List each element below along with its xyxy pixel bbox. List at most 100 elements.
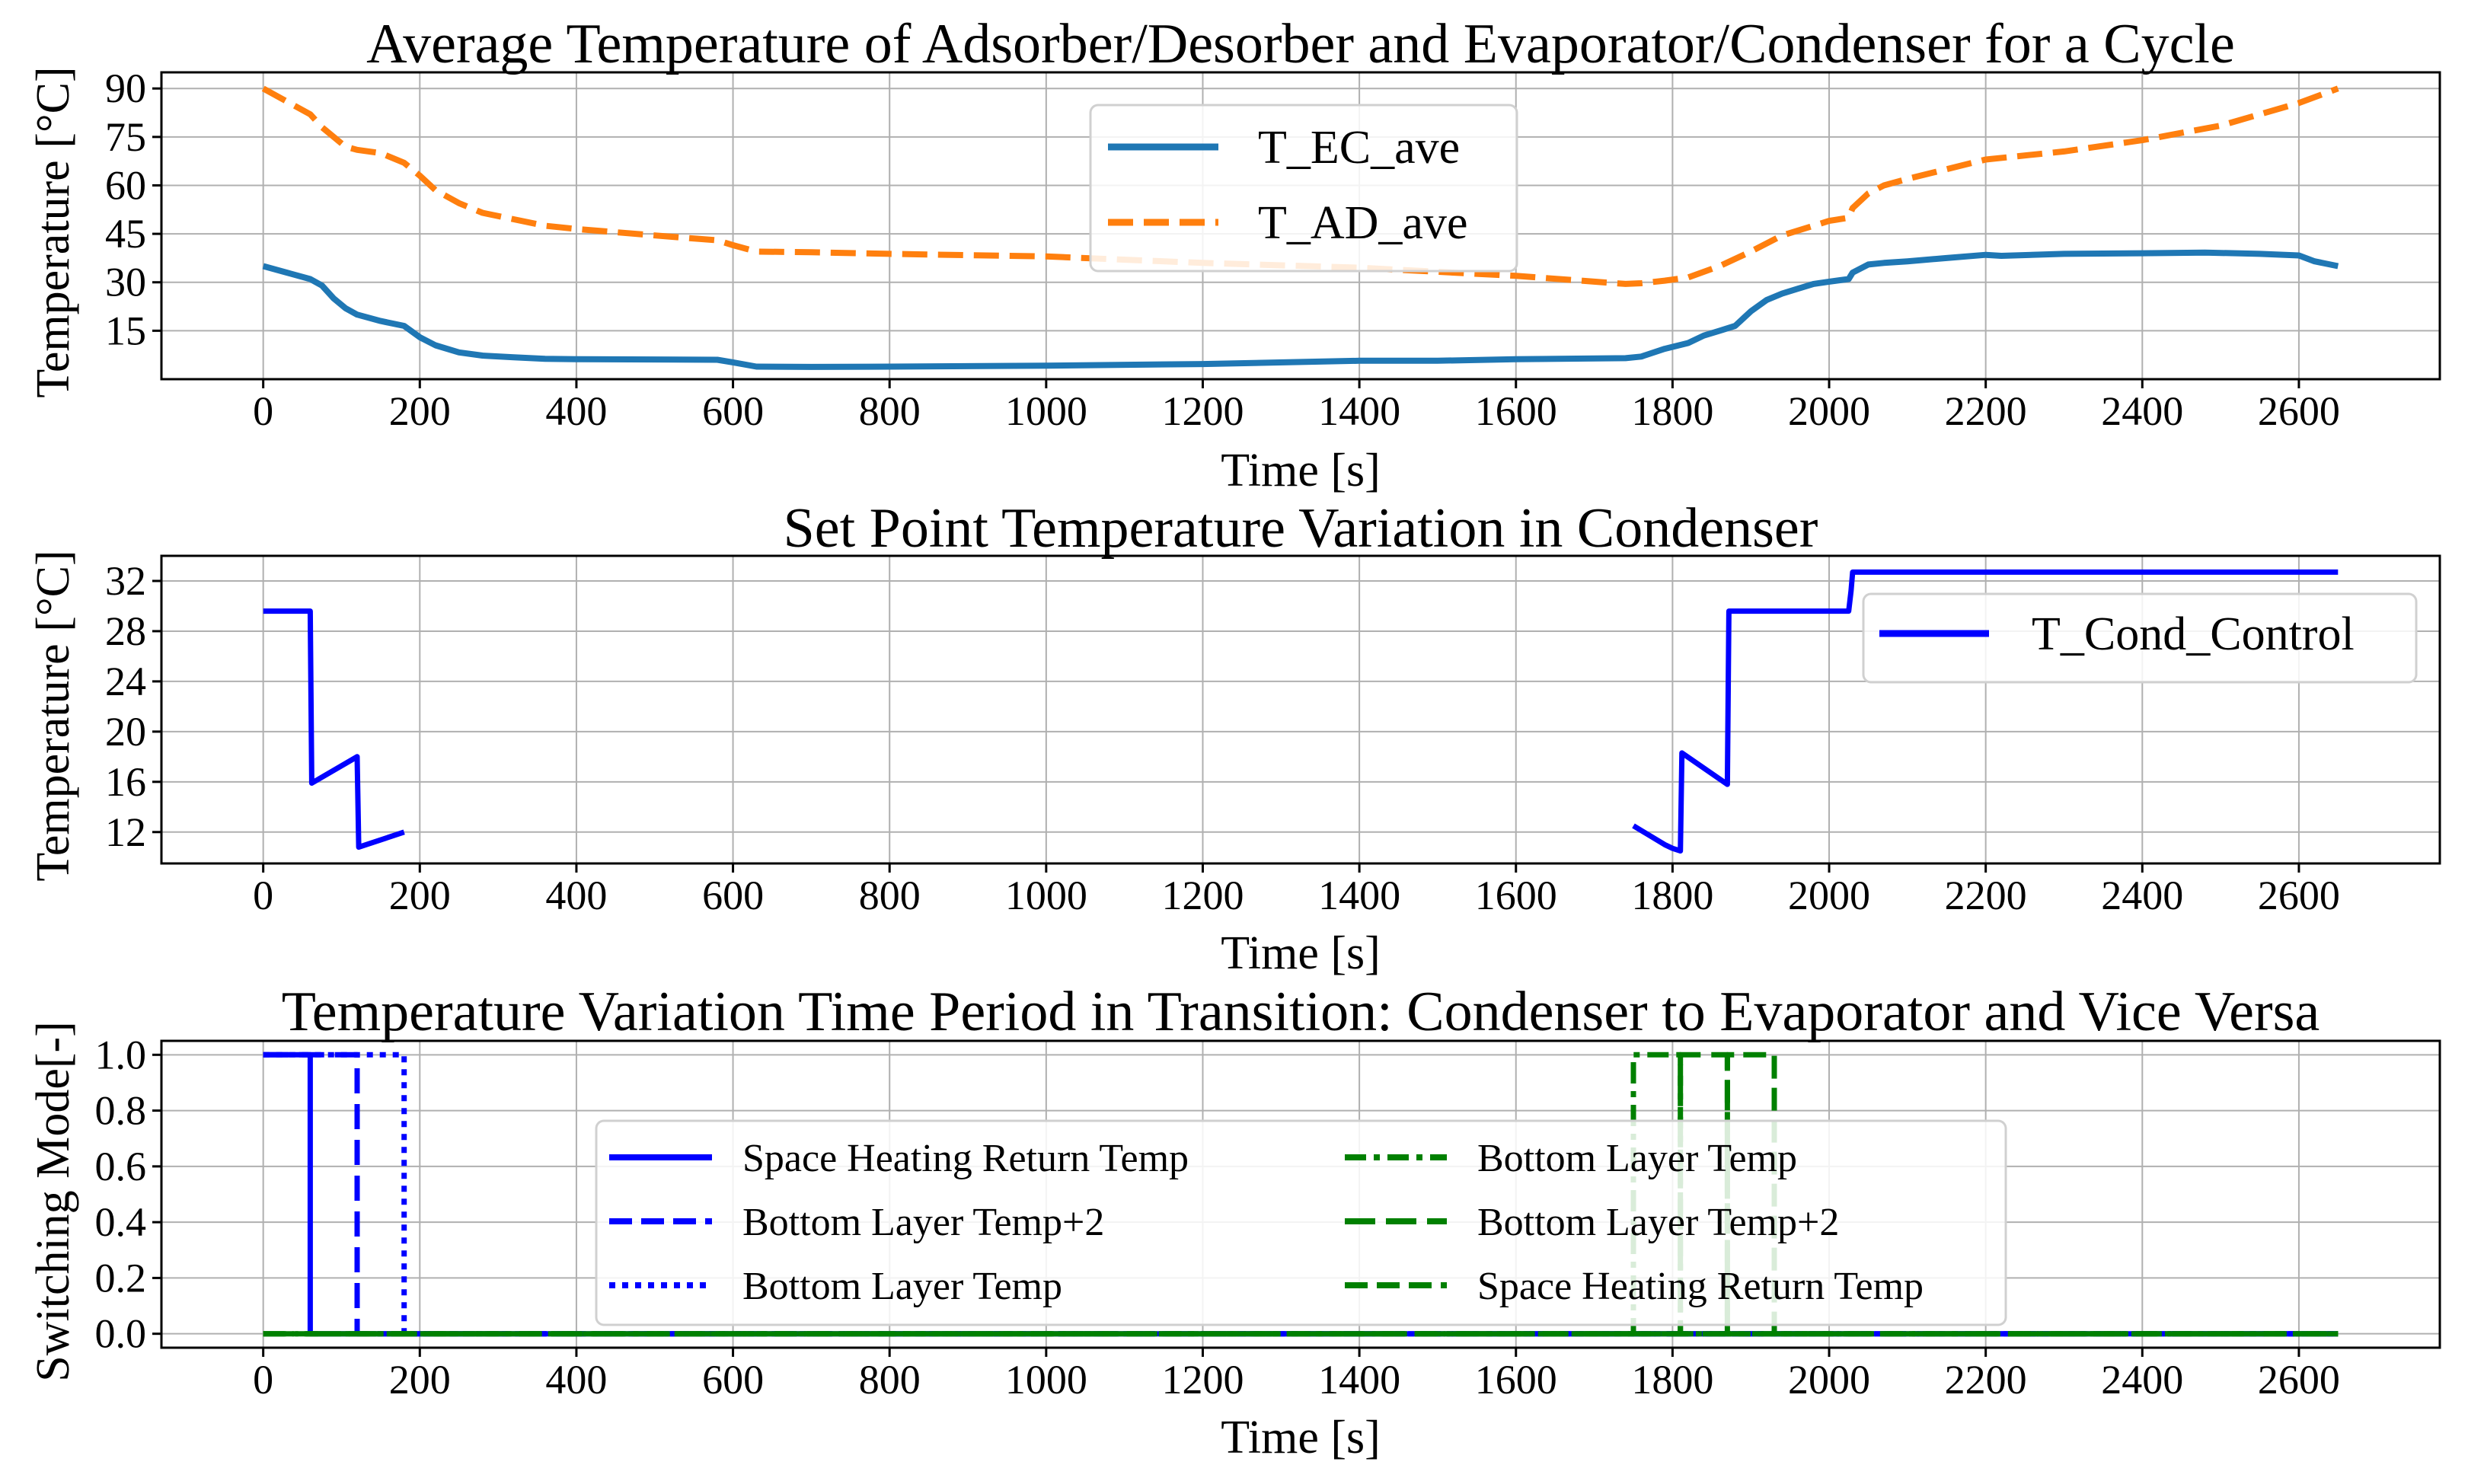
legend-label-green-bottom-layer: Bottom Layer Temp bbox=[1477, 1137, 1797, 1180]
legend-label-t-ad-ave: T_AD_ave bbox=[1258, 197, 1467, 249]
y-tick-label: 28 bbox=[105, 608, 146, 654]
legend-label-blue-bottom-layer-plus2: Bottom Layer Temp+2 bbox=[742, 1201, 1104, 1244]
plot-frame bbox=[160, 71, 2441, 381]
y-ticks: 0.0 0.2 0.4 0.6 0.8 1.0 bbox=[95, 1032, 161, 1357]
y-tick-label: 20 bbox=[105, 709, 146, 755]
y-tick-label: 1.0 bbox=[95, 1032, 147, 1077]
y-axis-label: Temperature [°C] bbox=[27, 550, 79, 881]
x-tick-label: 2000 bbox=[1788, 1357, 1870, 1403]
subplot-average-temperature: Average Temperature of Adsorber/Desorber… bbox=[27, 13, 2441, 496]
x-tick-label: 1000 bbox=[1005, 1357, 1087, 1403]
x-tick-label: 2400 bbox=[2101, 1357, 2183, 1403]
x-tick-label: 600 bbox=[702, 388, 764, 434]
y-tick-label: 60 bbox=[105, 162, 146, 208]
y-tick-label: 0.0 bbox=[95, 1311, 147, 1357]
legend-label-green-space-heating: Space Heating Return Temp bbox=[1477, 1265, 1924, 1308]
series-line-space-heating-return-temp-008000 bbox=[263, 1052, 2339, 1337]
chart-title: Average Temperature of Adsorber/Desorber… bbox=[366, 13, 2235, 75]
x-tick-label: 1200 bbox=[1161, 873, 1244, 918]
x-tick-label: 800 bbox=[859, 1357, 921, 1403]
y-tick-label: 0.8 bbox=[95, 1088, 147, 1134]
x-axis-label: Time [s] bbox=[1221, 927, 1381, 979]
x-tick-label: 2000 bbox=[1788, 388, 1870, 434]
series-layer bbox=[263, 569, 2339, 854]
legend-label-t-ec-ave: T_EC_ave bbox=[1258, 122, 1460, 174]
y-tick-label: 90 bbox=[105, 65, 146, 111]
y-axis-label: Switching Mode[-] bbox=[27, 1021, 79, 1382]
legend: T_EC_ave T_AD_ave bbox=[1089, 104, 1518, 273]
x-tick-label: 800 bbox=[859, 873, 921, 918]
x-tick-label: 200 bbox=[389, 1357, 451, 1403]
y-tick-label: 0.6 bbox=[95, 1144, 147, 1189]
chart-title: Set Point Temperature Variation in Conde… bbox=[784, 497, 1818, 560]
legend-label-blue-bottom-layer: Bottom Layer Temp bbox=[742, 1265, 1062, 1308]
x-tick-label: 0 bbox=[253, 1357, 273, 1403]
x-tick-label: 400 bbox=[545, 873, 607, 918]
x-tick-label: 200 bbox=[389, 388, 451, 434]
x-tick-label: 2400 bbox=[2101, 873, 2183, 918]
x-tick-label: 2600 bbox=[2258, 388, 2340, 434]
x-axis-label: Time [s] bbox=[1221, 1412, 1381, 1463]
x-tick-label: 2600 bbox=[2258, 873, 2340, 918]
y-tick-label: 75 bbox=[105, 114, 146, 160]
series-layer bbox=[263, 1052, 2339, 1337]
subplot-set-point-temperature: Set Point Temperature Variation in Conde… bbox=[27, 497, 2441, 979]
y-tick-label: 0.2 bbox=[95, 1255, 147, 1300]
x-tick-label: 0 bbox=[253, 873, 273, 918]
y-tick-label: 45 bbox=[105, 211, 146, 257]
legend: Space Heating Return Temp Bottom Layer T… bbox=[595, 1119, 2007, 1326]
x-tick-label: 1000 bbox=[1005, 873, 1087, 918]
y-tick-label: 24 bbox=[105, 659, 146, 704]
x-tick-label: 1800 bbox=[1631, 1357, 1713, 1403]
x-ticks: 0 200 400 600 800 1000 1200 1400 1600 1800 2000 220… bbox=[253, 379, 2340, 434]
series-line-t-cond-control-0000ff bbox=[263, 608, 405, 851]
x-tick-label: 1000 bbox=[1005, 388, 1087, 434]
x-tick-label: 1600 bbox=[1475, 1357, 1557, 1403]
x-ticks: 0 200 400 600 800 1000 1200 1400 1600 1800 2000 220… bbox=[253, 863, 2340, 918]
x-tick-label: 1600 bbox=[1475, 873, 1557, 918]
y-tick-label: 32 bbox=[105, 558, 146, 604]
x-tick-label: 800 bbox=[859, 388, 921, 434]
legend-label-blue-space-heating: Space Heating Return Temp bbox=[742, 1137, 1189, 1180]
series-line-t-cond-control-0000ff bbox=[1632, 569, 2339, 854]
chart-title: Temperature Variation Time Period in Tra… bbox=[282, 981, 2320, 1043]
x-tick-label: 2200 bbox=[1945, 1357, 2027, 1403]
series-line-t-ad-ave-ff7f0e bbox=[261, 85, 2339, 287]
x-tick-label: 2400 bbox=[2101, 388, 2183, 434]
x-tick-label: 1600 bbox=[1475, 388, 1557, 434]
x-tick-label: 2200 bbox=[1945, 388, 2027, 434]
legend-label-green-bottom-layer-plus2: Bottom Layer Temp+2 bbox=[1477, 1201, 1839, 1244]
x-ticks: 0 200 400 600 800 1000 1200 1400 1600 1800 2000 220… bbox=[253, 1348, 2340, 1403]
x-tick-label: 1400 bbox=[1318, 1357, 1400, 1403]
x-tick-label: 1200 bbox=[1161, 388, 1244, 434]
legend-box bbox=[1862, 592, 2418, 684]
series-layer bbox=[261, 85, 2339, 370]
x-tick-label: 1200 bbox=[1161, 1357, 1244, 1403]
legend-label-t-cond-control: T_Cond_Control bbox=[2032, 608, 2355, 660]
y-tick-label: 0.4 bbox=[95, 1199, 147, 1245]
x-tick-label: 1400 bbox=[1318, 388, 1400, 434]
y-tick-label: 15 bbox=[105, 308, 146, 353]
series-line-t-ec-ave-1f77b4 bbox=[262, 249, 2339, 370]
subplot-switching-mode: Temperature Variation Time Period in Tra… bbox=[27, 981, 2441, 1463]
y-tick-label: 16 bbox=[105, 759, 146, 805]
x-tick-label: 400 bbox=[545, 1357, 607, 1403]
x-tick-label: 1800 bbox=[1631, 873, 1713, 918]
x-tick-label: 1800 bbox=[1631, 388, 1713, 434]
legend-box bbox=[595, 1119, 2007, 1326]
x-tick-label: 2200 bbox=[1945, 873, 2027, 918]
x-tick-label: 600 bbox=[702, 1357, 764, 1403]
x-tick-label: 200 bbox=[389, 873, 451, 918]
x-tick-label: 1400 bbox=[1318, 873, 1400, 918]
y-tick-label: 12 bbox=[105, 809, 146, 855]
plot-frame bbox=[160, 1039, 2441, 1349]
x-axis-label: Time [s] bbox=[1221, 445, 1381, 496]
x-tick-label: 600 bbox=[702, 873, 764, 918]
x-tick-label: 2600 bbox=[2258, 1357, 2340, 1403]
y-axis-label: Temperature [°C] bbox=[27, 66, 79, 397]
x-tick-label: 0 bbox=[253, 388, 273, 434]
x-tick-label: 2000 bbox=[1788, 873, 1870, 918]
